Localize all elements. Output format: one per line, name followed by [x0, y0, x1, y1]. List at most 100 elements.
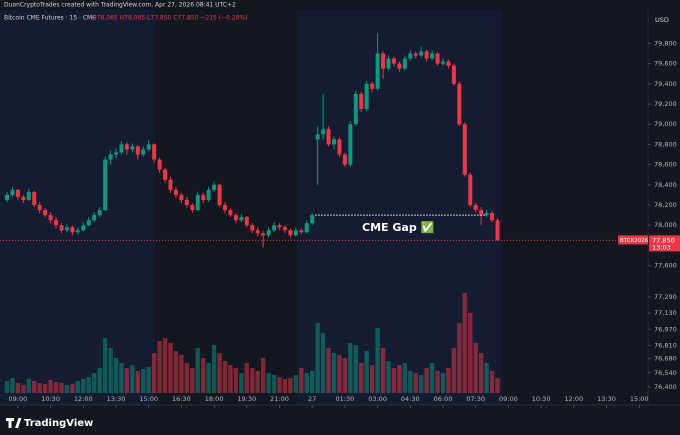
volume-bar — [4, 381, 10, 393]
volume-bar — [108, 348, 113, 393]
candle-body — [179, 194, 184, 200]
candle-body — [184, 199, 189, 206]
y-tick-label: 79,800 — [654, 39, 677, 47]
candle-body — [124, 144, 129, 150]
candle-body — [48, 215, 53, 221]
symbol: Bitcoin CME Futures · 15 · CME — [4, 15, 96, 22]
x-tick-label: 12:00 — [564, 395, 583, 403]
x-tick-label: 10:30 — [532, 395, 551, 403]
y-tick-label: 76,540 — [654, 369, 677, 377]
volume-bar — [380, 348, 386, 393]
candle-body — [15, 189, 20, 197]
candle-body — [451, 65, 456, 84]
candle-body — [457, 83, 462, 125]
x-tick-label: 07:30 — [466, 395, 485, 403]
candle-body — [114, 152, 118, 155]
volume-bar — [244, 363, 249, 393]
session-band — [297, 10, 502, 405]
candle-body — [152, 144, 157, 160]
candle-body — [468, 174, 473, 206]
candle-body — [348, 124, 353, 165]
volume-bar — [97, 368, 102, 393]
volume-bar — [162, 338, 168, 393]
volume-bar — [42, 384, 48, 393]
volume-bar — [266, 373, 271, 393]
volume-bar — [468, 313, 473, 393]
y-tick-label: 76,680 — [654, 355, 677, 363]
y-tick-label: 78,200 — [654, 201, 677, 209]
volume-bar — [348, 343, 353, 393]
x-tick-label: 15:00 — [630, 395, 649, 403]
volume-bar — [233, 368, 239, 393]
session-band — [0, 10, 155, 405]
x-tick-label: 27 — [308, 395, 316, 403]
last-price-value: 77,850 — [652, 236, 675, 244]
price-tag — [649, 235, 680, 252]
x-tick-label: 09:00 — [9, 395, 28, 403]
logo-text: TradingView — [24, 418, 93, 429]
volume-bar — [130, 365, 135, 393]
volume-bar — [113, 358, 119, 393]
volume-bar — [37, 383, 42, 393]
candle-body — [70, 227, 75, 233]
volume-bar — [92, 373, 97, 393]
candle-body — [250, 225, 255, 231]
candle-body — [484, 213, 489, 216]
candle-body — [21, 196, 26, 200]
volume-bar — [353, 345, 358, 393]
candle-body — [288, 230, 293, 236]
candle-body — [108, 154, 113, 160]
volume-bar — [326, 348, 331, 393]
volume-bar — [255, 371, 260, 393]
volume-bar — [419, 375, 424, 393]
candle-body — [282, 227, 287, 231]
candle-body — [326, 129, 331, 145]
volume-bar — [337, 355, 342, 393]
volume-bar — [413, 373, 418, 393]
y-tick-label: 77,130 — [654, 309, 677, 317]
candle-body — [64, 227, 69, 231]
candle-body — [321, 129, 326, 135]
volume-bar — [260, 358, 266, 393]
volume-bar — [359, 363, 364, 393]
candle-body — [103, 159, 108, 211]
candle-body — [337, 139, 342, 155]
candle-body — [353, 93, 358, 125]
x-tick-label: 12:00 — [74, 395, 93, 403]
x-tick-label: 15:00 — [139, 395, 158, 403]
x-tick-label: 21:00 — [270, 395, 289, 403]
candle-body — [81, 225, 86, 231]
volume-bar — [408, 371, 413, 393]
volume-bar — [146, 367, 151, 393]
y-tick-label: 76,400 — [654, 383, 677, 391]
candle-body — [299, 230, 304, 233]
candle-body — [479, 210, 484, 216]
volume-bar — [271, 375, 277, 393]
candle-body — [228, 210, 233, 216]
candle-body — [223, 205, 227, 211]
candle-body — [315, 134, 320, 140]
volume-bar — [440, 373, 446, 393]
candle-body — [255, 230, 260, 234]
volume-bar — [320, 333, 326, 393]
volume-bar — [151, 353, 157, 393]
candle-body — [54, 220, 59, 226]
candle-body — [402, 58, 407, 69]
candle-body — [462, 124, 467, 175]
y-tick-label: 77,290 — [654, 293, 677, 301]
ohlc: O78,065 H78,065 L77,850 C77,850 −215 (−0… — [92, 15, 248, 22]
y-tick-label: 79,000 — [654, 120, 677, 128]
volume-bar — [342, 358, 348, 393]
volume-bar — [304, 373, 309, 393]
candle-body — [277, 225, 282, 228]
volume-bar — [222, 361, 228, 393]
volume-bar — [386, 361, 391, 393]
volume-bar — [310, 371, 315, 393]
candle-body — [473, 205, 478, 211]
volume-bar — [102, 338, 108, 393]
candle-body — [408, 53, 413, 59]
volume-bar — [391, 368, 397, 393]
volume-bar — [446, 368, 451, 393]
candle-body — [59, 225, 64, 231]
candle-body — [293, 230, 298, 236]
